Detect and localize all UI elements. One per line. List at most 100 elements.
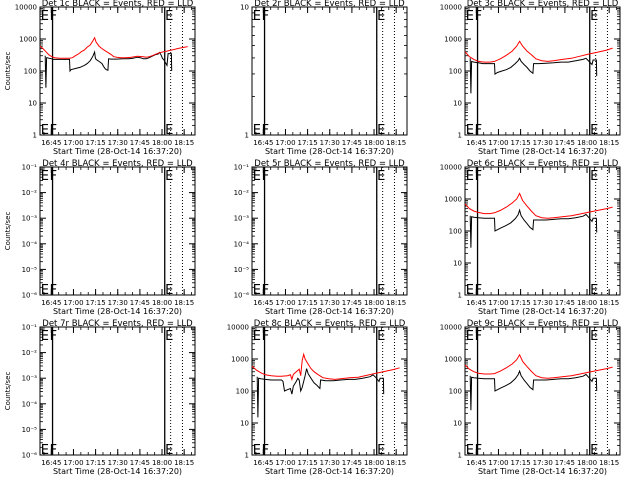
x-tick-label: 16:45	[466, 139, 486, 147]
x-tick-label: 18:00	[152, 299, 172, 307]
y-tick-label: 10⁻¹	[234, 164, 250, 172]
flag-label-top: E	[165, 9, 173, 24]
x-tick-label: 17:15	[511, 139, 531, 147]
flag-label-bottom: F	[475, 283, 482, 298]
y-tick-label: 1	[245, 132, 249, 140]
x-tick-label: 17:00	[488, 459, 508, 467]
flag-label-bottom: E	[165, 283, 173, 298]
flag-label-top: E	[466, 9, 474, 24]
x-tick-label: 17:15	[511, 459, 531, 467]
lld-series-line	[464, 353, 613, 379]
x-axis-label: Start Time (28-Oct-14 16:37:20)	[265, 307, 394, 316]
panel-9: Det 9c BLACK = Events, RED = LLD 1 10 100 10…	[440, 319, 621, 476]
x-axis-label: Start Time (28-Oct-14 16:37:20)	[478, 307, 607, 316]
flag-label-bottom: E	[590, 283, 598, 298]
flag-label-bottom: F	[475, 443, 482, 458]
x-tick-label: 17:00	[275, 299, 295, 307]
y-tick-label: 10⁻³	[22, 215, 38, 223]
y-tick-label: 1000	[231, 356, 249, 364]
y-tick-label: 100	[24, 68, 37, 76]
x-tick-label: 16:45	[253, 299, 273, 307]
flag-label-top: F	[475, 9, 482, 24]
plot-frame	[251, 166, 408, 296]
flag-label-top: F	[475, 329, 482, 344]
plot-frame	[39, 166, 196, 296]
flag-label-bottom: E	[377, 443, 385, 458]
x-tick-label: 17:45	[555, 459, 575, 467]
x-tick-label: 17:00	[275, 459, 295, 467]
x-tick-label: 18:15	[386, 299, 406, 307]
y-tick-label: 10⁻⁴	[22, 240, 38, 248]
y-tick-label: 10⁻⁶	[234, 292, 250, 300]
y-tick-label: 10000	[440, 324, 462, 332]
flag-label-bottom: E	[253, 443, 261, 458]
flag-label-top: E	[377, 329, 385, 344]
x-tick-label: 17:30	[533, 299, 553, 307]
x-axis-label: Start Time (28-Oct-14 16:37:20)	[265, 147, 394, 156]
x-tick-label: 17:45	[555, 299, 575, 307]
y-tick-label: 10	[240, 420, 249, 428]
y-tick-label: 1	[245, 452, 249, 460]
x-tick-label: 17:45	[130, 299, 150, 307]
y-tick-label: 1	[458, 132, 462, 140]
y-tick-label: 10⁻²	[234, 189, 250, 197]
y-tick-label: 10	[240, 4, 249, 12]
flag-label-bottom: F	[475, 123, 482, 138]
x-tick-label: 18:00	[152, 139, 172, 147]
x-tick-label: 18:00	[364, 139, 384, 147]
x-tick-label: 18:00	[152, 459, 172, 467]
flag-label-top: E	[590, 329, 598, 344]
x-axis-label: Start Time (28-Oct-14 16:37:20)	[265, 467, 394, 476]
flag-label-bottom: E	[253, 283, 261, 298]
x-tick-label: 17:30	[533, 459, 553, 467]
y-axis-label: Counts/sec	[4, 212, 12, 251]
flag-label-bottom: F	[262, 443, 269, 458]
x-tick-label: 17:15	[298, 139, 318, 147]
y-tick-label: 1	[458, 452, 462, 460]
y-tick-label: 10	[453, 260, 462, 268]
flag-label-top: F	[50, 169, 57, 184]
x-tick-label: 18:15	[599, 139, 619, 147]
flag-label-bottom: E	[466, 283, 474, 298]
x-tick-label: 18:15	[599, 459, 619, 467]
flag-label-top: E	[41, 329, 49, 344]
flag-label-bottom: E	[590, 123, 598, 138]
flag-label-top: E	[466, 329, 474, 344]
y-tick-label: 10	[28, 100, 37, 108]
flag-label-bottom: F	[262, 283, 269, 298]
flag-label-bottom: E	[41, 283, 49, 298]
flag-label-top: E	[590, 169, 598, 184]
x-axis-label: Start Time (28-Oct-14 16:37:20)	[53, 467, 182, 476]
flag-label-bottom: E	[165, 443, 173, 458]
flag-label-bottom: E	[466, 123, 474, 138]
y-tick-label: 1	[33, 132, 37, 140]
y-axis-label: Counts/sec	[4, 372, 12, 411]
y-axis-label: Counts/sec	[4, 52, 12, 91]
y-tick-label: 10⁻¹	[22, 324, 38, 332]
flag-label-top: E	[165, 169, 173, 184]
x-tick-label: 17:45	[130, 139, 150, 147]
flag-label-bottom: F	[50, 123, 57, 138]
panel-6: Det 6c BLACK = Events, RED = LLD 1 10 100 10…	[440, 159, 621, 316]
panel-2: Det 2r BLACK = Events, RED = LLD 1 10 16:45…	[240, 0, 408, 156]
y-tick-label: 10⁻⁶	[22, 292, 38, 300]
y-tick-label: 10000	[440, 4, 462, 12]
x-tick-label: 16:45	[466, 299, 486, 307]
x-tick-label: 17:15	[86, 139, 106, 147]
panel-title: Det 8c BLACK = Events, RED = LLD	[254, 319, 406, 329]
flag-label-top: E	[377, 9, 385, 24]
panel-7: Det 7r BLACK = Events, RED = LLD 10⁻⁶ 10⁻⁵…	[4, 319, 196, 476]
flag-label-top: E	[165, 329, 173, 344]
y-tick-label: 10⁻⁵	[22, 426, 38, 434]
y-tick-label: 1000	[444, 196, 462, 204]
flag-label-bottom: E	[253, 123, 261, 138]
events-series-line	[469, 208, 598, 248]
panel-title: Det 7r BLACK = Events, RED = LLD	[42, 319, 193, 329]
x-tick-label: 17:15	[511, 299, 531, 307]
y-tick-label: 10⁻³	[234, 215, 250, 223]
flag-label-bottom: E	[165, 123, 173, 138]
lld-series-line	[39, 36, 188, 59]
flag-label-bottom: F	[262, 123, 269, 138]
